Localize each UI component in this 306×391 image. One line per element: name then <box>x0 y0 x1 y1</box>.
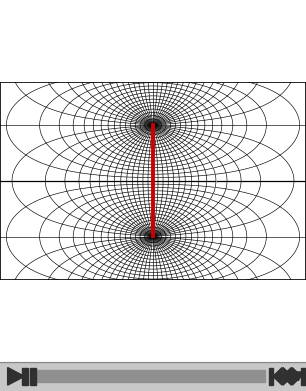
Bar <box>301 368 306 385</box>
Polygon shape <box>273 368 282 385</box>
Bar <box>22 368 28 385</box>
Bar <box>34 371 265 382</box>
Bar <box>269 368 273 385</box>
Polygon shape <box>295 372 302 381</box>
Polygon shape <box>283 368 292 385</box>
Polygon shape <box>8 368 24 385</box>
Bar <box>30 368 36 385</box>
Polygon shape <box>292 368 301 385</box>
Polygon shape <box>282 368 291 385</box>
